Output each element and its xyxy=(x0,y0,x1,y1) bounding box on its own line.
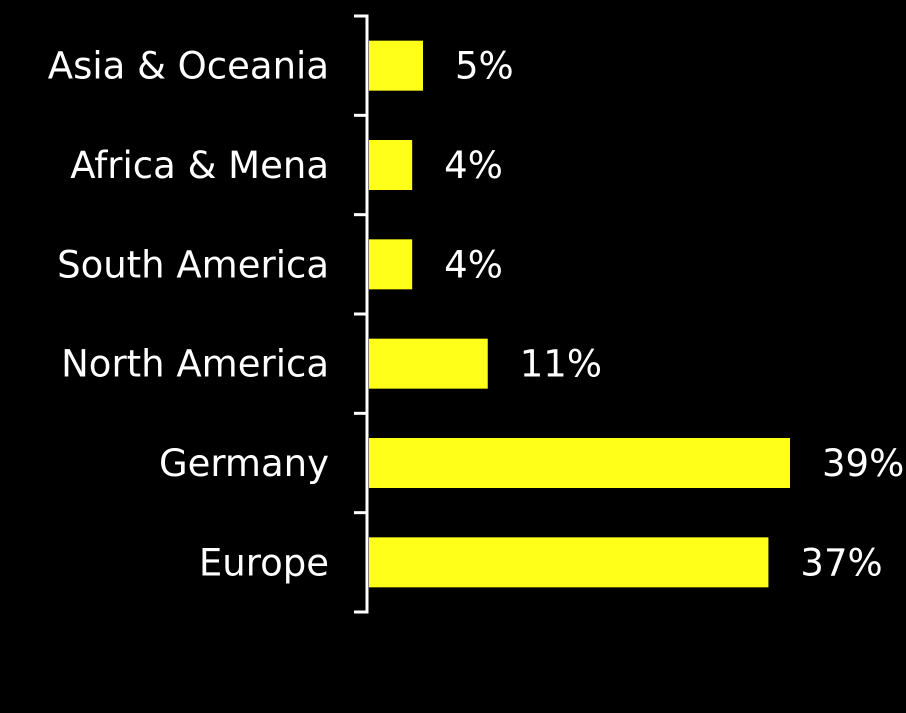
data-label: 4% xyxy=(444,243,503,286)
bar xyxy=(369,239,413,290)
data-label: 4% xyxy=(444,144,503,187)
category-label: North America xyxy=(61,343,329,386)
y-axis xyxy=(354,14,369,614)
data-label: 39% xyxy=(822,442,904,485)
bar xyxy=(369,537,769,588)
bar xyxy=(369,140,413,190)
bar xyxy=(369,438,790,488)
category-label: Germany xyxy=(159,442,329,485)
bars xyxy=(369,40,790,588)
category-labels: Asia & Oceania Africa & Mena South America… xyxy=(48,45,329,585)
category-label: Asia & Oceania xyxy=(48,45,329,88)
bar xyxy=(369,338,488,389)
data-label: 11% xyxy=(520,343,602,386)
data-label: 5% xyxy=(455,45,514,88)
bar xyxy=(369,40,423,91)
value-labels: 5% 4% 4% 11% 39% 37% xyxy=(444,45,904,585)
category-label: South America xyxy=(57,243,329,286)
category-label: Europe xyxy=(199,541,329,584)
category-label: Africa & Mena xyxy=(70,144,329,187)
data-label: 37% xyxy=(800,541,882,584)
